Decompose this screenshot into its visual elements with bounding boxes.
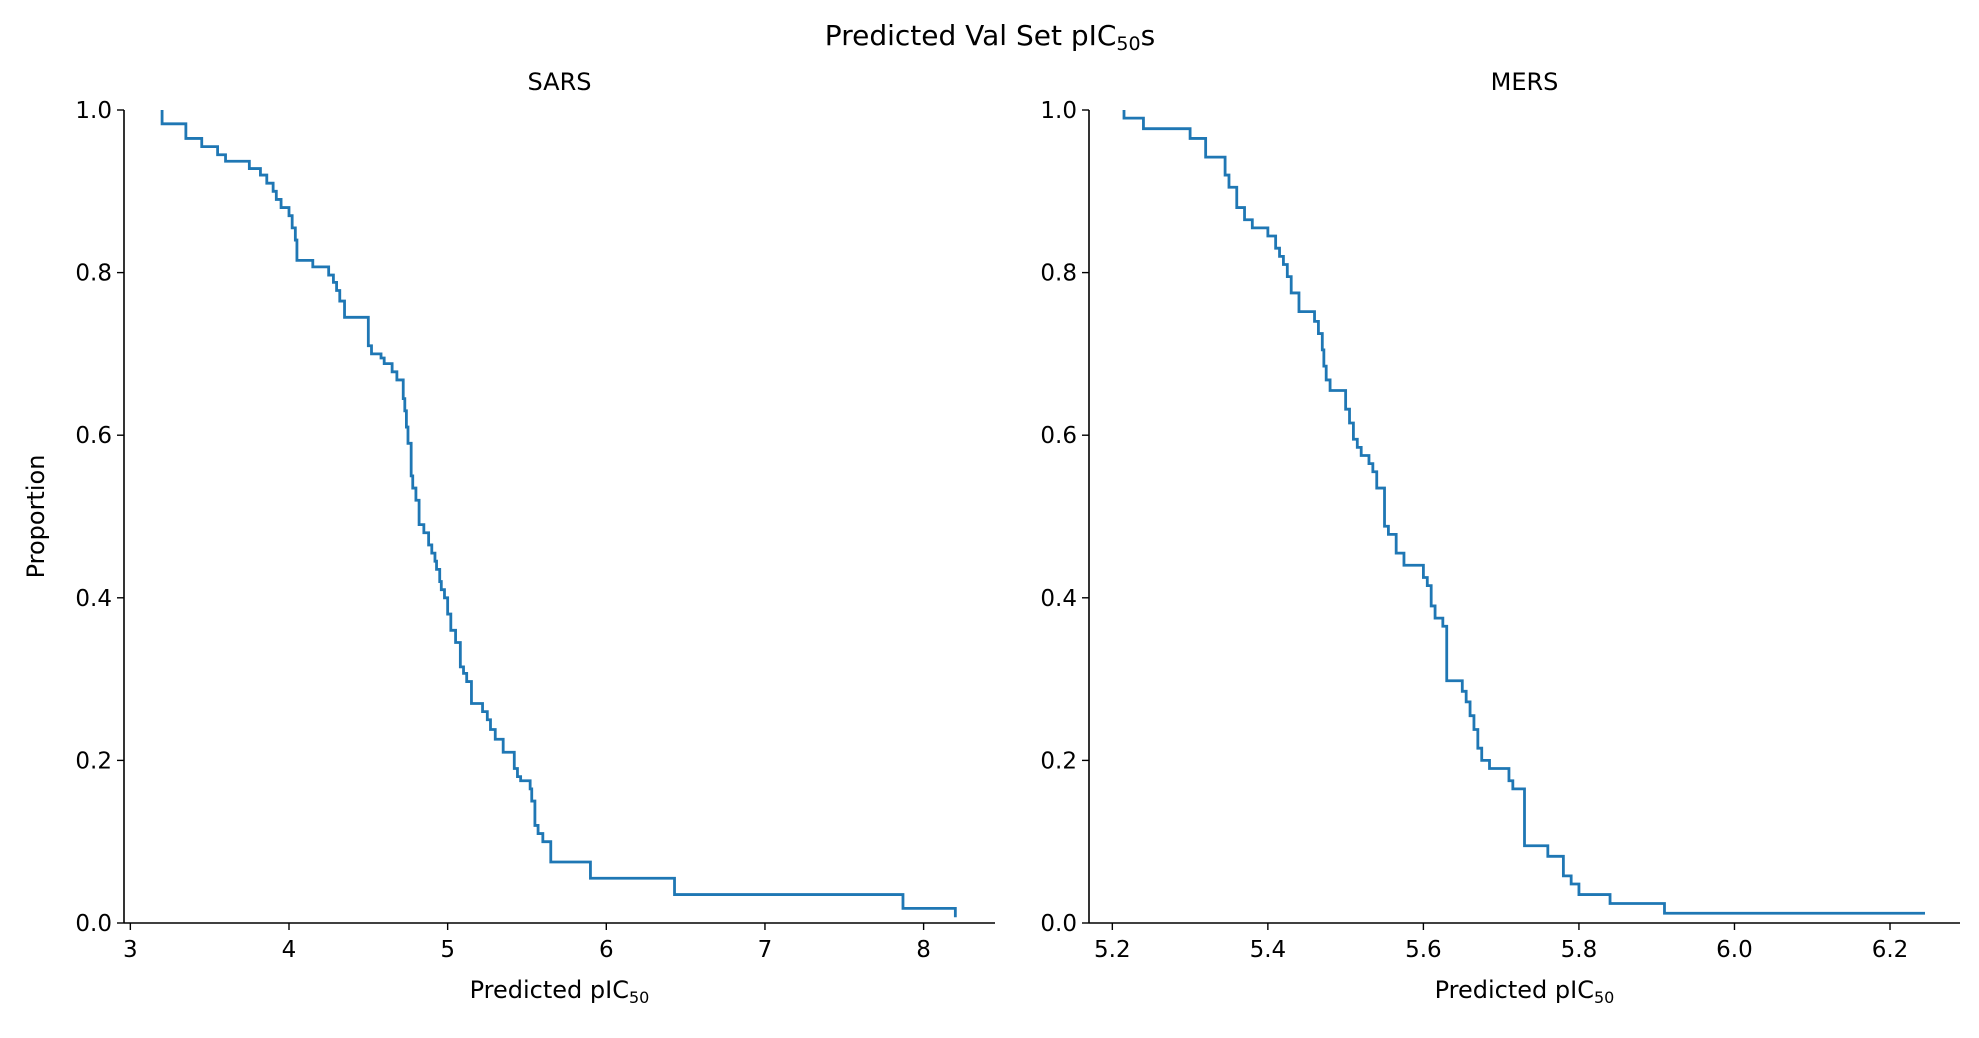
x-axis-label: Predicted pIC50	[1435, 976, 1615, 1007]
x-tick-label: 3	[123, 937, 138, 963]
x-tick-label: 6.2	[1872, 937, 1909, 963]
x-axis-label-subscript: 50	[629, 988, 649, 1007]
panel-title: MERS	[1491, 68, 1559, 96]
suptitle-subscript: 50	[1116, 33, 1140, 55]
x-tick-label: 5.6	[1405, 937, 1442, 963]
y-tick-label: 0.8	[75, 261, 112, 287]
x-axis-label: Predicted pIC50	[470, 976, 650, 1007]
x-tick-label: 5.8	[1561, 937, 1598, 963]
x-tick-label: 8	[916, 937, 931, 963]
x-axis-label-subscript: 50	[1594, 988, 1614, 1007]
x-tick-label: 6	[599, 937, 614, 963]
y-tick-label: 0.2	[75, 748, 112, 774]
panel-title: SARS	[527, 68, 591, 96]
series-line-mers-0	[1122, 110, 1925, 915]
y-tick-label: 0.2	[1040, 748, 1077, 774]
series-line-sars-0	[160, 110, 957, 918]
y-tick-label: 1.0	[75, 98, 112, 124]
y-tick-label: 1.0	[1040, 98, 1077, 124]
y-tick-label: 0.0	[1040, 911, 1077, 937]
y-tick-label: 0.8	[1040, 261, 1077, 287]
y-tick-label: 0.4	[75, 586, 112, 612]
y-tick-label: 0.6	[75, 423, 112, 449]
x-tick-label: 5.4	[1250, 937, 1287, 963]
x-tick-label: 5	[440, 937, 455, 963]
x-tick-label: 7	[758, 937, 773, 963]
chart-panels: SARS 0.0 0.2 0.4 0.6 0.8 1.0 3 4 5 6 7 8 Predicted pI…	[22, 68, 1960, 1007]
x-tick-label: 4	[282, 937, 297, 963]
chart-panel-mers: MERS 0.0 0.2 0.4 0.6 0.8 1.0 5.2 5.4 5.6 5.8 6.0 6.2…	[1040, 68, 1960, 1007]
x-tick-label: 6.0	[1716, 937, 1753, 963]
y-tick-label: 0.0	[75, 911, 112, 937]
y-tick-label: 0.6	[1040, 423, 1077, 449]
suptitle-main: Predicted Val Set pIC	[825, 19, 1117, 52]
y-axis-label: Proportion	[22, 455, 50, 579]
y-tick-label: 0.4	[1040, 586, 1077, 612]
figure-suptitle: Predicted Val Set pIC50s	[825, 19, 1155, 55]
x-axis-label-main: Predicted pIC	[1435, 976, 1594, 1004]
suptitle-tail: s	[1141, 19, 1156, 52]
chart-panel-sars: SARS 0.0 0.2 0.4 0.6 0.8 1.0 3 4 5 6 7 8 Predicted pI…	[22, 68, 995, 1007]
x-tick-label: 5.2	[1094, 937, 1131, 963]
x-axis-label-main: Predicted pIC	[470, 976, 629, 1004]
